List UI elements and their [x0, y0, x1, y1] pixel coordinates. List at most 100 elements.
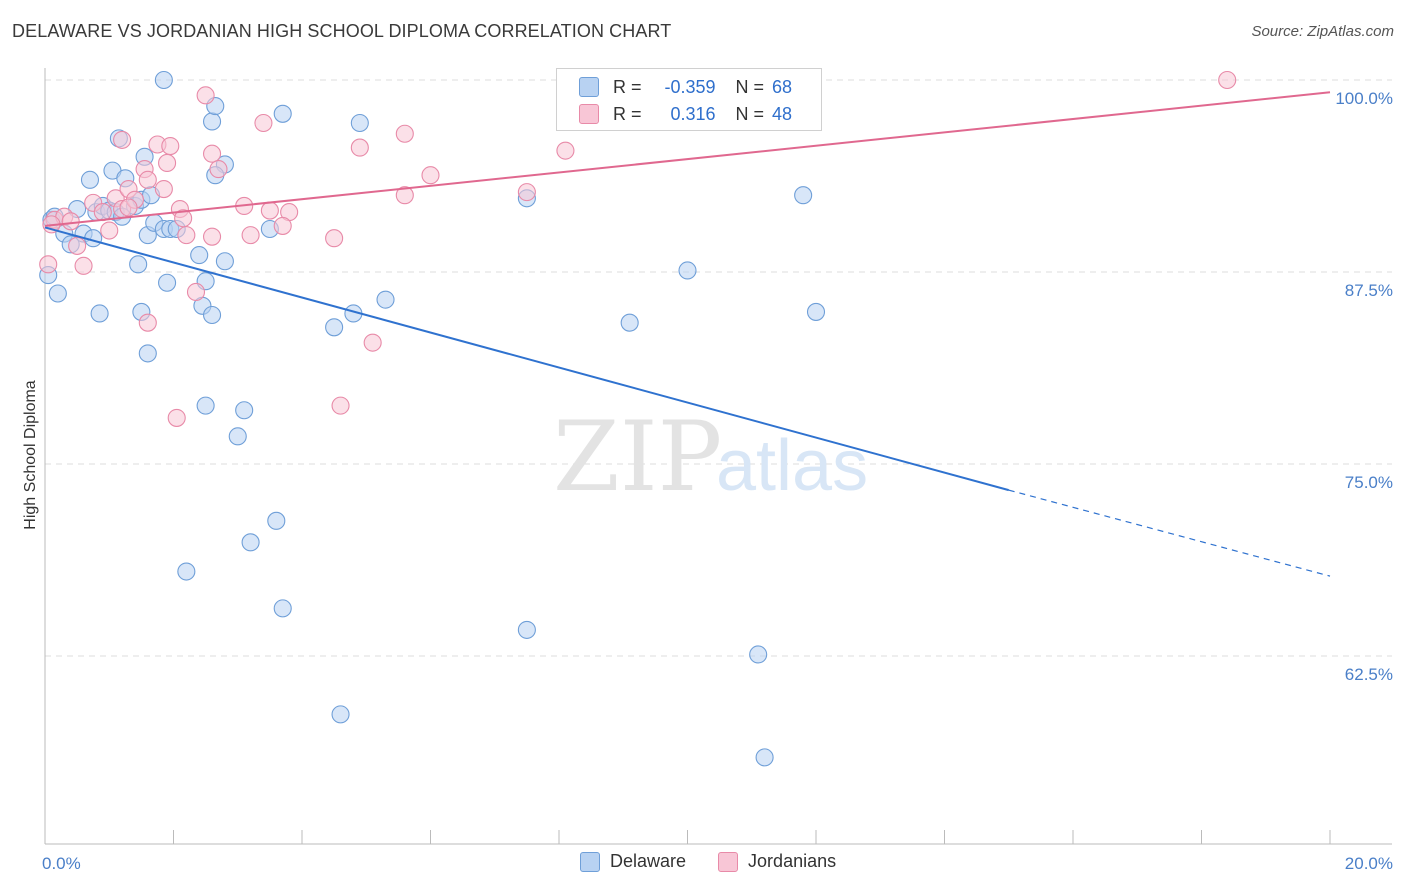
delaware-point	[138, 344, 157, 363]
delaware-point	[177, 562, 196, 581]
axes	[44, 68, 1392, 845]
jordanian-point	[93, 203, 112, 222]
r-label: R =	[613, 76, 642, 97]
jordanian-point	[395, 124, 414, 143]
delaware-trend-line	[44, 226, 1010, 492]
delaware-point	[129, 255, 148, 274]
jordanian-point	[421, 166, 440, 185]
trend-lines	[44, 91, 1331, 577]
delaware-point	[154, 70, 173, 90]
delaware-legend-label: Delaware	[610, 851, 687, 871]
jordanian-point	[167, 408, 186, 427]
jordanian-point	[61, 212, 80, 231]
jordanian-point	[273, 216, 292, 235]
jordanian-point	[186, 282, 206, 302]
delaware-point	[228, 427, 247, 446]
y-tick-label: 100.0%	[1335, 89, 1393, 108]
delaware-point	[273, 104, 292, 123]
jordanian-point	[209, 160, 228, 179]
legend-item-jordanians[interactable]: Jordanians	[718, 851, 836, 872]
delaware-point	[755, 748, 774, 767]
delaware-r-value: -0.359	[664, 76, 716, 97]
jordanians-swatch	[579, 104, 599, 124]
chart-title: DELAWARE VS JORDANIAN HIGH SCHOOL DIPLOM…	[12, 21, 672, 41]
jordanians-swatch	[718, 851, 739, 872]
watermark-atlas: atlas	[716, 426, 868, 506]
n-label: N =	[735, 103, 765, 124]
delaware-point	[80, 170, 100, 189]
delaware-point	[90, 304, 109, 323]
jordanian-point	[325, 229, 344, 248]
jordanian-point	[113, 130, 132, 149]
delaware-point	[241, 533, 260, 552]
delaware-point	[331, 705, 350, 724]
jordanian-point	[68, 236, 87, 255]
jordanian-point	[74, 256, 93, 275]
delaware-point	[517, 620, 536, 639]
jordanian-point	[154, 180, 173, 199]
legend-row-jordanians: R = 0.316 N = 48	[579, 102, 792, 126]
jordanian-point	[363, 333, 382, 352]
jordanian-point	[158, 153, 177, 172]
delaware-point	[273, 599, 292, 618]
jordanian-point	[556, 141, 575, 160]
jordanian-point	[39, 255, 58, 274]
jordanian-point	[350, 138, 369, 157]
delaware-point	[325, 318, 344, 337]
y-axis-title: High School Diploma	[22, 380, 39, 530]
legend-row-delaware: R = -0.359 N = 68	[579, 75, 792, 99]
series-legend: Delaware Jordanians	[580, 851, 868, 872]
delaware-point	[158, 273, 177, 292]
jordanian-point	[331, 396, 350, 415]
jordanian-point	[1218, 70, 1237, 90]
jordanian-point	[241, 226, 260, 245]
jordanian-point	[395, 186, 414, 205]
delaware-point	[350, 113, 369, 133]
delaware-n-value: 68	[772, 76, 793, 97]
delaware-point	[196, 396, 215, 415]
jordanian-point	[119, 198, 138, 217]
delaware-point	[678, 261, 697, 280]
delaware-point	[235, 401, 254, 420]
jordanian-point	[100, 221, 119, 240]
delaware-swatch	[580, 851, 600, 872]
y-tick-label: 75.0%	[1345, 473, 1393, 492]
delaware-point	[203, 112, 222, 131]
watermark-zip: ZIP	[553, 401, 722, 513]
x-tick-label-min: 0.0%	[42, 854, 81, 873]
delaware-point	[267, 511, 286, 530]
jordanians-r-value: 0.316	[670, 103, 716, 124]
jordanian-point	[254, 113, 273, 133]
delaware-point	[203, 305, 222, 325]
axis-labels: 62.5% 75.0% 87.5% 100.0% 0.0% 20.0% High Schoo…	[22, 89, 1393, 873]
jordanian-point	[161, 136, 180, 156]
jordanian-point	[517, 183, 536, 202]
jordanian-point	[260, 201, 279, 220]
jordanian-point	[138, 313, 157, 332]
y-tick-label: 87.5%	[1345, 281, 1393, 300]
legend-item-delaware[interactable]: Delaware	[580, 851, 686, 872]
delaware-point	[48, 284, 67, 303]
jordanian-point	[174, 209, 193, 228]
delaware-point	[190, 246, 209, 265]
jordanian-trend-line	[44, 91, 1331, 227]
jordanian-point	[203, 227, 222, 246]
delaware-point	[794, 186, 813, 205]
r-label: R =	[613, 103, 642, 124]
delaware-point	[620, 313, 639, 332]
jordanian-point	[138, 170, 157, 189]
delaware-point	[376, 290, 395, 309]
jordanian-point	[177, 226, 196, 245]
grid-lines	[45, 79, 1392, 657]
x-tick-label-max: 20.0%	[1345, 854, 1393, 873]
jordanians-legend-label: Jordanians	[748, 851, 837, 871]
delaware-trend-extension	[1008, 489, 1331, 577]
delaware-point	[749, 645, 768, 664]
n-label: N =	[735, 76, 765, 97]
jordanian-point	[196, 86, 215, 105]
jordanians-n-value: 48	[772, 103, 793, 124]
delaware-swatch	[579, 77, 599, 97]
jordanian-point	[203, 144, 222, 163]
